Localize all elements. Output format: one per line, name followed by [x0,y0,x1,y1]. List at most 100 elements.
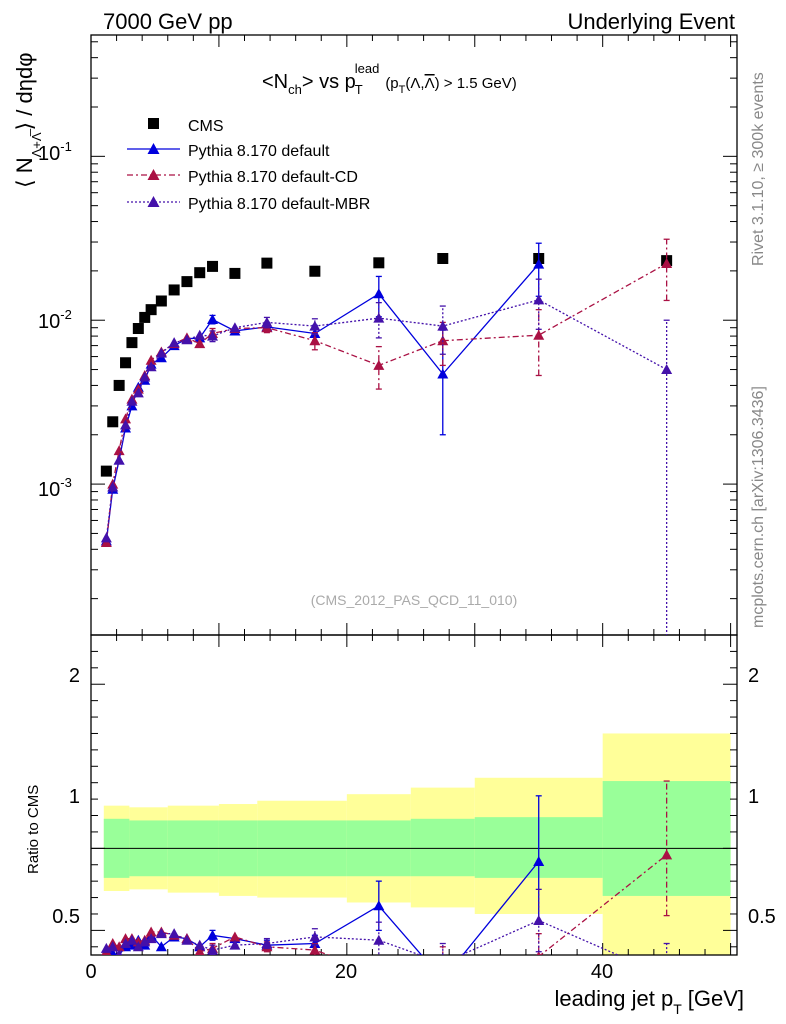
main-cms-point [207,260,219,272]
ratio-y-axis-label: Ratio to CMS [25,785,42,874]
main-cms-point [100,465,112,477]
ratio-pythia-8-170-default-cd-point [536,951,541,955]
legend-default-label: Pythia 8.170 default [188,143,330,160]
ratio-pythia-8-170-default-mbr-point [145,933,157,944]
ratio-pythia-8-170-default-mbr-point [437,958,448,968]
uncertainty-bands [103,733,731,955]
ratio-pythia-8-170-default-mbr-point [107,941,119,952]
main-pythia-8-170-default-mbr-point [139,371,151,382]
ratio-pythia-8-170-default-mbr-point [168,928,180,939]
legend-mbr-marker [147,196,160,207]
main-pythia-8-170-default-mbr-point [100,532,112,543]
ratio-y-tick-2-right: 2 [748,665,759,687]
main-pythia-8-170-default-mbr-point [145,361,157,372]
ratio-pythia-8-170-default-point [155,941,167,952]
main-pythia-8-170-default-cd-point [309,335,321,346]
ratio-y-tick-05-left: 0.5 [52,906,80,928]
main-pythia-8-170-default-mbr-point [437,320,449,331]
main-pythia-8-170-default-mbr-point [661,364,673,375]
main-pythia-8-170-default-cd-point [533,329,545,340]
main-pythia-8-170-default-cd-point [113,445,125,456]
ratio-frame [90,634,738,956]
ratio-pythia-8-170-default-mbr-point [139,936,151,947]
legend: CMS Pythia 8.170 default Pythia 8.170 de… [127,118,370,213]
ratio-pythia-8-170-default-mbr-point [132,941,144,952]
main-pythia-8-170-default-cd-point [120,413,132,424]
main-cms-point [437,252,449,264]
ratio-pythia-8-170-default-mbr-point [194,939,206,950]
main-pythia-8-170-default-mbr-point [107,481,119,492]
axis-ticks [90,35,737,955]
ratio-pythia-8-170-default-cd-point [194,946,205,955]
x-tick-label-40: 40 [591,961,613,983]
main-cms-point [139,311,151,323]
ratio-pythia-8-170-default-cd-point [309,944,321,955]
ratio-pythia-8-170-default-mbr-point [126,934,138,945]
ratio-pythia-8-170-default-point [108,947,117,955]
legend-cms-label: CMS [188,118,224,135]
main-pythia-8-170-default-mbr-point [229,322,241,333]
main-pythia-8-170-default-point [437,368,449,379]
mcplots-label: mcplots.cern.ch [arXiv:1306.3436] [750,386,767,628]
legend-mbr-label: Pythia 8.170 default-MBR [188,196,370,213]
main-pythia-8-170-default-mbr-point [120,419,132,430]
chart-title: <Nch> vs pTlead(pT(Λ,Λ) > 1.5 GeV) [262,61,517,97]
main-pythia-8-170-default-mbr-point [155,347,167,358]
analysis-label: (CMS_2012_PAS_QCD_11_010) [311,592,518,608]
main-cms-point [120,357,132,369]
ratio-pythia-8-170-default-mbr-point [207,944,219,955]
main-pythia-8-170-default-point [373,288,385,299]
ratio-data-marks [100,780,673,984]
main-pythia-8-170-default-mbr-point [126,395,138,406]
ratio-pythia-8-170-default-mbr-point [181,934,193,945]
main-cms-point [126,337,138,349]
y-tick-label-1e-1: 10-1 [38,139,72,165]
main-data-marks [100,238,673,635]
process-label: Underlying Event [567,9,735,34]
main-cms-point [373,257,385,269]
ratio-y-tick-05-right: 0.5 [748,906,776,928]
ratio-pythia-8-170-default-mbr-point [309,931,321,942]
y-axis-label: ⟨ NΛ+Λ̅⟩ / dηdφ [12,53,44,188]
ratio-pythia-8-170-default-mbr-line [106,919,620,955]
main-pythia-8-170-default-mbr-point [113,454,125,465]
main-cms-point [132,323,144,335]
x-tick-label-0: 0 [85,961,96,983]
main-cms-point [155,295,167,307]
legend-default-marker [147,143,160,154]
main-cms-point [309,265,321,277]
main-cms-point [107,416,119,428]
main-pythia-8-170-default-mbr-point [373,312,385,323]
main-cms-point [194,267,206,279]
main-pythia-8-170-default-mbr-point [181,334,193,345]
legend-cms-marker [148,118,159,129]
ratio-pythia-8-170-default-mbr-point [261,938,273,949]
main-cms-point [168,284,180,296]
ratio-pythia-8-170-default-cd-point [145,926,157,937]
x-tick-label-20: 20 [335,961,357,983]
ratio-pythia-8-170-default-mbr-point [229,939,241,950]
main-pythia-8-170-default-mbr-point [168,337,180,348]
ratio-pythia-8-170-default-mbr-point [661,971,672,981]
legend-cd-label: Pythia 8.170 default-CD [188,169,358,186]
energy-label: 7000 GeV pp [103,9,233,34]
ratio-pythia-8-170-default-cd-point [373,968,384,978]
main-pythia-8-170-default-cd-point [437,335,449,346]
y-tick-label-1e-2: 10-2 [38,307,72,333]
ratio-pythia-8-170-default-cd-point [661,849,673,860]
ratio-pythia-8-170-default-mbr-point [155,928,167,939]
ratio-pythia-8-170-default-point [533,855,545,866]
ratio-pythia-8-170-default-cd-point [229,931,241,942]
main-cms-point [181,276,193,288]
ratio-pythia-8-170-default-point [437,974,448,984]
ratio-pythia-8-170-default-mbr-point [533,915,545,926]
main-pythia-8-170-default-mbr-point [132,387,144,398]
main-cms-point [229,267,241,279]
main-cms-point [261,257,273,269]
ratio-y-tick-2-left: 2 [69,665,80,687]
main-cms-point [145,304,157,316]
y-tick-label-1e-3: 10-3 [38,475,72,501]
main-pythia-8-170-default-mbr-line [105,299,667,538]
main-pythia-8-170-default-point [533,258,545,269]
